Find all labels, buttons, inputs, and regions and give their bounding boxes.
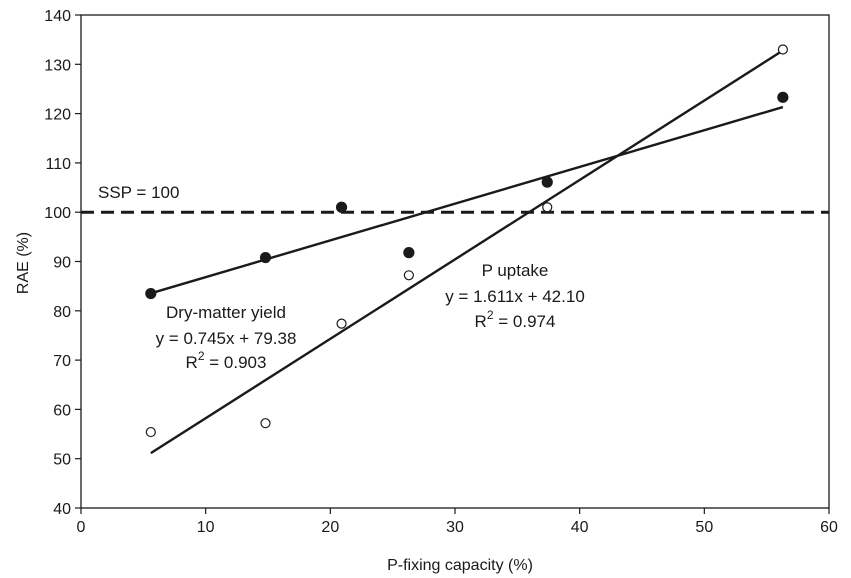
x-axis: 0 10 20 30 40 50 60 — [77, 508, 838, 536]
plot-frame — [80, 14, 830, 509]
dry-matter-point — [259, 251, 272, 264]
p-uptake-title: P uptake — [482, 261, 549, 280]
p-uptake-r2-sup: 2 — [487, 308, 494, 322]
plot-border — [80, 14, 830, 509]
y-tick-label: 40 — [53, 501, 71, 518]
y-tick-label: 100 — [44, 205, 71, 222]
data-points — [145, 44, 789, 438]
dry-matter-equation: y = 0.745x + 79.38 — [156, 329, 297, 348]
dry-matter-r2-sup: 2 — [198, 349, 205, 363]
x-axis-label: P-fixing capacity (%) — [387, 557, 533, 574]
y-tick-label: 50 — [53, 452, 71, 469]
y-tick-label: 110 — [45, 156, 71, 173]
p-uptake-equation: y = 1.611x + 42.10 — [445, 287, 585, 306]
x-tick-label: 0 — [77, 519, 86, 536]
p-uptake-r2-value: = 0.974 — [494, 312, 556, 331]
dry-matter-r2: R2 = 0.903 — [186, 349, 267, 372]
p-uptake-r2: R2 = 0.974 — [475, 308, 556, 331]
dry-matter-point — [335, 201, 348, 213]
dry-matter-title: Dry-matter yield — [166, 303, 286, 322]
x-tick-label: 60 — [820, 519, 838, 536]
dry-matter-fit-line — [150, 105, 784, 295]
p-uptake-r2-prefix: R — [475, 312, 487, 331]
y-axis: 40 50 60 70 80 90 100 110 120 130 140 — [44, 8, 81, 518]
y-tick-label: 130 — [44, 57, 71, 74]
x-tick-label: 10 — [197, 519, 215, 536]
p-uptake-point — [403, 270, 414, 281]
y-tick-label: 80 — [53, 304, 71, 321]
dry-matter-point — [403, 247, 415, 259]
p-uptake-point — [336, 318, 347, 329]
x-tick-label: 30 — [446, 519, 464, 536]
y-axis-label: RAE (%) — [15, 232, 32, 294]
y-tick-label: 90 — [53, 255, 71, 272]
p-uptake-fit-line — [150, 49, 784, 455]
x-tick-label: 50 — [695, 519, 713, 536]
dry-matter-point — [145, 287, 157, 300]
y-tick-label: 70 — [53, 353, 71, 370]
x-tick-label: 20 — [321, 519, 339, 536]
p-uptake-point — [260, 418, 271, 429]
dry-matter-point — [541, 176, 553, 188]
p-uptake-point — [777, 44, 788, 55]
dry-matter-r2-value: = 0.903 — [205, 353, 267, 372]
y-tick-label: 60 — [53, 402, 71, 419]
p-uptake-point — [542, 202, 553, 213]
fit-lines — [150, 49, 784, 455]
dry-matter-point — [777, 91, 789, 103]
reference-line-label: SSP = 100 — [98, 183, 179, 202]
dry-matter-r2-prefix: R — [186, 353, 198, 372]
y-tick-label: 140 — [44, 8, 71, 25]
y-tick-label: 120 — [44, 107, 71, 124]
p-uptake-point — [145, 426, 156, 438]
x-tick-label: 40 — [571, 519, 589, 536]
